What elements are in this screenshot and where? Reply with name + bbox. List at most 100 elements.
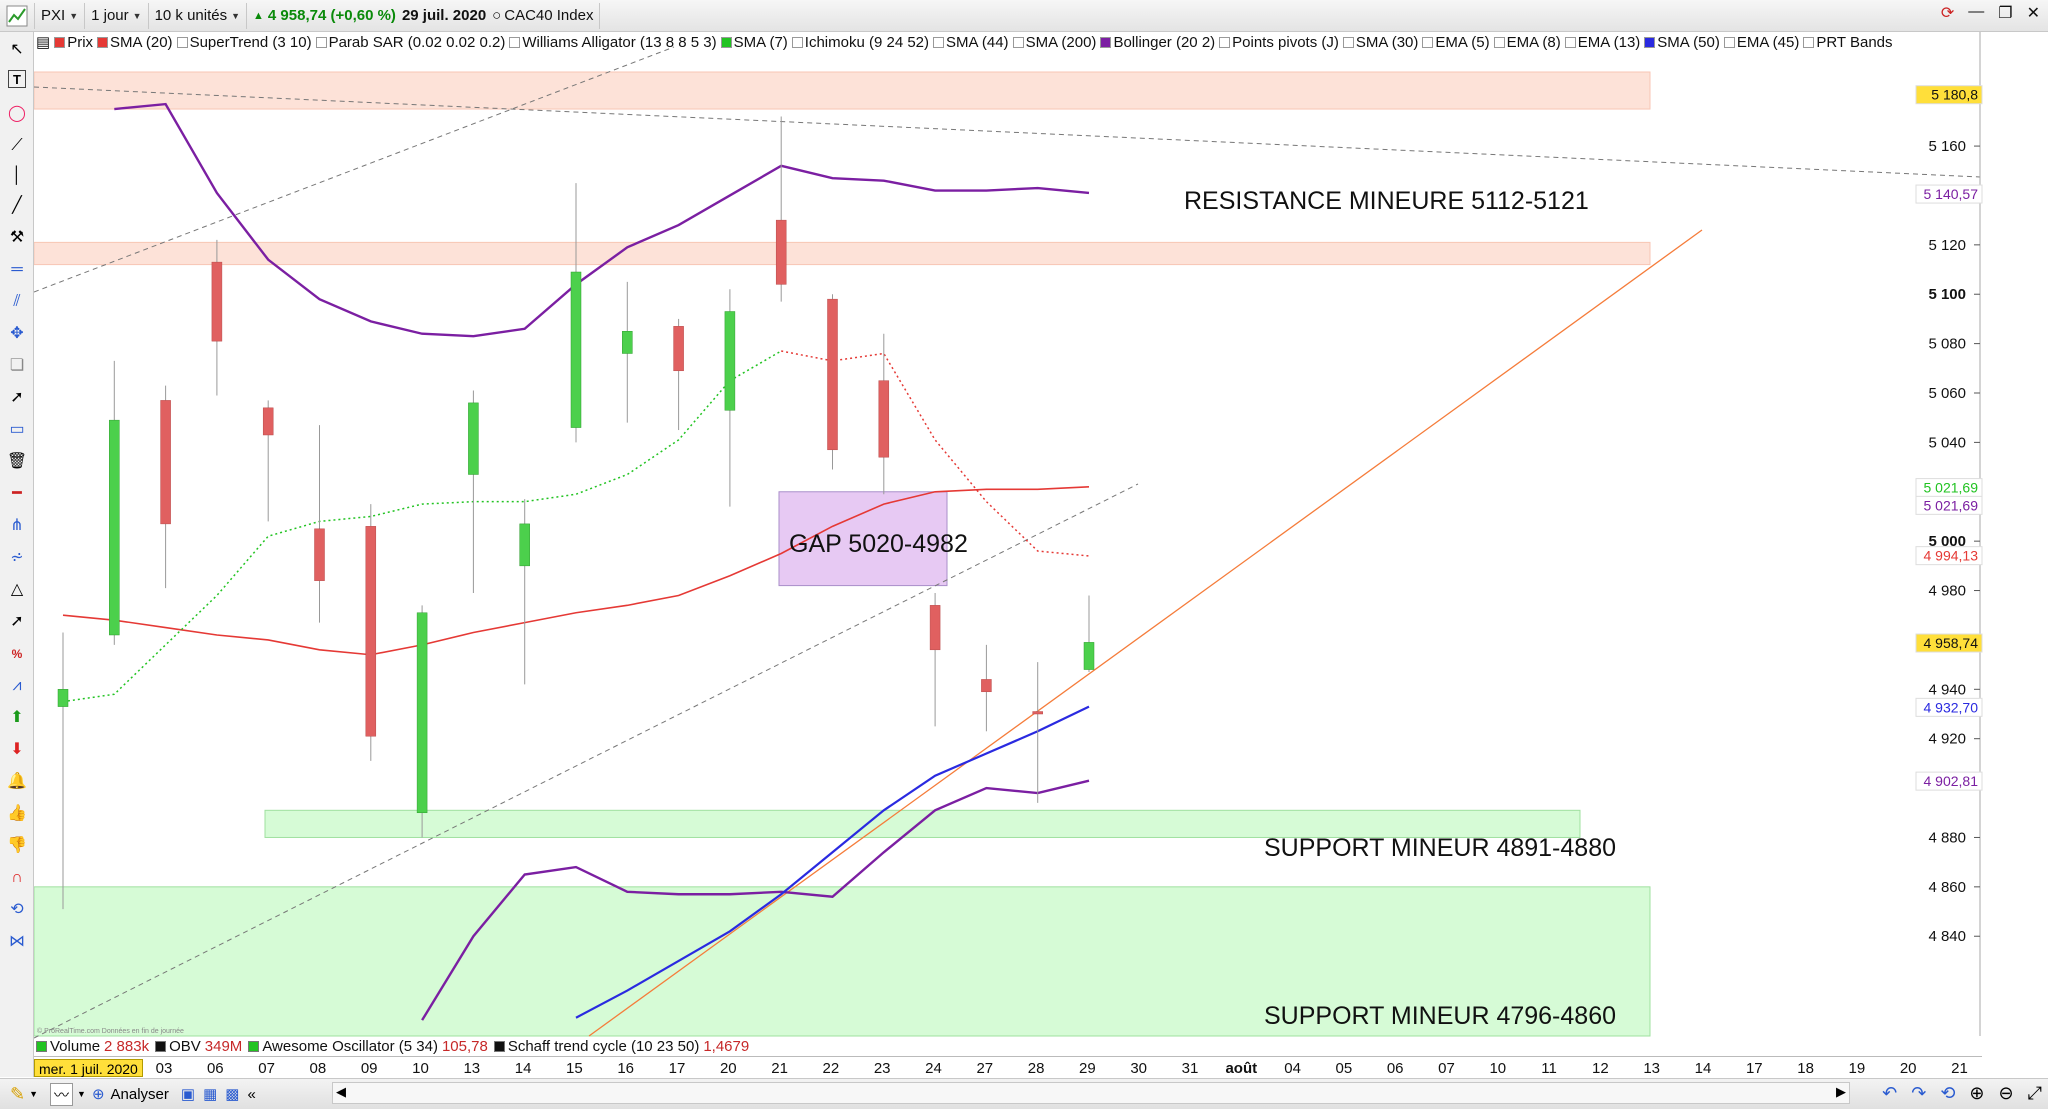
indicator-toggle[interactable]: EMA (8): [1493, 34, 1561, 51]
pointer-tool-icon[interactable]: ➚: [10, 613, 24, 630]
magnet-icon[interactable]: ∩: [11, 869, 23, 886]
indicator-toggle[interactable]: EMA (45): [1723, 34, 1799, 51]
indicator-toggle[interactable]: SuperTrend (3 10): [176, 34, 312, 51]
indicator-toggle[interactable]: SMA (200): [1012, 34, 1096, 51]
indicator-color-swatch[interactable]: [54, 36, 66, 48]
indicator-color-swatch[interactable]: [1422, 36, 1434, 48]
reset-zoom-icon[interactable]: ⟲: [1940, 1083, 1956, 1103]
triangle-tool-icon[interactable]: △: [10, 581, 24, 598]
indicator-toggle[interactable]: SMA (50): [1644, 34, 1720, 51]
trend-line-icon[interactable]: ╱: [12, 197, 22, 214]
lower-indicator[interactable]: Schaff trend cycle (10 23 50) 1,4679: [493, 1038, 749, 1055]
price-chart[interactable]: RESISTANCE MINEURE 5112-5121 GAP 5020-49…: [34, 32, 2014, 1056]
period-select[interactable]: 1 jour ▼: [85, 2, 149, 29]
indicator-color-swatch[interactable]: [97, 36, 109, 48]
indicator-icon[interactable]: ⊕: [91, 1086, 105, 1103]
fan-tool-icon[interactable]: ⩫: [10, 549, 24, 566]
chart-style-icon[interactable]: 〰: [50, 1082, 74, 1106]
indicator-toggle[interactable]: Parab SAR (0.02 0.02 0.2): [315, 34, 505, 51]
arrow-tool-icon[interactable]: ➚: [10, 389, 24, 406]
indicator-color-swatch[interactable]: [1564, 36, 1576, 48]
lower-indicator[interactable]: Volume 2 883k: [36, 1038, 149, 1055]
scroll-left-icon[interactable]: ◀: [336, 1084, 346, 1099]
pitchfork-icon[interactable]: ⋈: [9, 933, 25, 950]
symbol-select[interactable]: PXI ▼: [35, 2, 86, 29]
indicator-color-swatch[interactable]: [1723, 36, 1735, 48]
indicator-color-swatch[interactable]: [1493, 36, 1505, 48]
segment-tool-icon[interactable]: ⟋: [11, 137, 23, 154]
layout-icon[interactable]: ▩: [225, 1086, 240, 1103]
rectangle-tool-icon[interactable]: ▭: [9, 421, 25, 438]
cycle-tool-icon[interactable]: ⟲: [10, 901, 24, 918]
minimize-icon[interactable]: —: [1968, 3, 1985, 20]
thumbs-up-icon[interactable]: 👍: [7, 805, 27, 822]
thumbs-down-icon[interactable]: 👎: [7, 837, 27, 854]
horizontal-scrollbar[interactable]: ◀ ▶: [332, 1082, 1850, 1104]
indicator-color-swatch[interactable]: [791, 36, 803, 48]
zoom-in-icon[interactable]: ⊕: [1969, 1083, 1985, 1103]
horizontal-line-icon[interactable]: ═: [11, 261, 23, 278]
projection-tool-icon[interactable]: ⩘: [12, 677, 22, 694]
minus-icon[interactable]: ━: [12, 485, 22, 502]
analyze-button[interactable]: Analyser: [110, 1085, 169, 1103]
indicator-color-swatch[interactable]: [1219, 36, 1231, 48]
indicator-toggle[interactable]: Bollinger (20 2): [1100, 34, 1215, 51]
collapse-icon[interactable]: «: [247, 1085, 256, 1103]
indicator-color-swatch[interactable]: [1644, 36, 1656, 48]
sell-arrow-icon[interactable]: ⬇: [10, 741, 24, 758]
percent-tool-icon[interactable]: %: [11, 647, 23, 661]
units-select[interactable]: 10 k unités ▼: [149, 2, 248, 29]
vertical-line-icon[interactable]: │: [12, 167, 22, 184]
channel-tool-icon[interactable]: ⫽: [13, 293, 21, 310]
tools-icon[interactable]: ⚒: [9, 229, 25, 246]
indicator-color-swatch[interactable]: [509, 36, 521, 48]
indicator-toggle[interactable]: SMA (7): [720, 34, 788, 51]
refresh-icon[interactable]: ⟳: [1940, 5, 1955, 22]
indicator-color-swatch[interactable]: [493, 1040, 505, 1052]
indicator-color-swatch[interactable]: [1342, 36, 1354, 48]
indicator-color-swatch[interactable]: [1803, 36, 1815, 48]
expand-icon[interactable]: ⤢: [2027, 1083, 2042, 1103]
buy-arrow-icon[interactable]: ⬆: [10, 709, 24, 726]
ellipse-tool-icon[interactable]: ◯: [8, 105, 26, 122]
indicator-color-swatch[interactable]: [1100, 36, 1112, 48]
indicator-toggle[interactable]: Prix: [54, 34, 93, 51]
indicator-toggle[interactable]: Points pivots (J): [1219, 34, 1339, 51]
multi-window-icon[interactable]: ▦: [203, 1086, 218, 1103]
lower-indicator[interactable]: OBV 349M: [155, 1038, 242, 1055]
trash-icon[interactable]: 🗑: [6, 453, 28, 470]
indicator-toggle[interactable]: SMA (44): [933, 34, 1009, 51]
chevron-down-icon[interactable]: ▼: [77, 1089, 86, 1099]
chevron-down-icon[interactable]: ▼: [29, 1089, 39, 1099]
fibonacci-icon[interactable]: ⋔: [10, 517, 24, 534]
indicator-color-swatch[interactable]: [155, 1040, 167, 1052]
indicator-toggle[interactable]: Ichimoku (9 24 52): [791, 34, 929, 51]
restore-icon[interactable]: ❐: [1998, 5, 2013, 22]
indicator-color-swatch[interactable]: [933, 36, 945, 48]
indicator-toggle[interactable]: SMA (20): [97, 34, 173, 51]
indicator-toggle[interactable]: EMA (5): [1422, 34, 1490, 51]
close-icon[interactable]: ✕: [2026, 5, 2040, 22]
alert-bell-icon[interactable]: 🔔: [7, 773, 27, 790]
indicator-toggle[interactable]: Williams Alligator (13 8 8 5 3): [509, 34, 717, 51]
move-icon[interactable]: ✥: [10, 325, 24, 342]
indicator-color-swatch[interactable]: [248, 1040, 260, 1052]
indicator-toggle[interactable]: EMA (13): [1564, 34, 1640, 51]
chart-type-icon[interactable]: ▤: [36, 34, 51, 51]
zoom-out-icon[interactable]: ⊖: [1998, 1083, 2014, 1103]
scroll-right-icon[interactable]: ▶: [1836, 1084, 1846, 1099]
redo-icon[interactable]: ↷: [1911, 1083, 1927, 1103]
indicator-color-swatch[interactable]: [1012, 36, 1024, 48]
copy-icon[interactable]: ❏: [9, 357, 25, 374]
indicator-color-swatch[interactable]: [720, 36, 732, 48]
indicator-toggle[interactable]: SMA (30): [1342, 34, 1418, 51]
indicator-color-swatch[interactable]: [315, 36, 327, 48]
pencil-icon[interactable]: ✎: [10, 1083, 26, 1104]
text-tool-icon[interactable]: T: [8, 70, 26, 88]
indicator-color-swatch[interactable]: [36, 1040, 47, 1052]
cursor-icon[interactable]: ↖: [10, 41, 24, 58]
lower-indicator[interactable]: Awesome Oscillator (5 34) 105,78: [248, 1038, 488, 1055]
indicator-color-swatch[interactable]: [176, 36, 188, 48]
undo-icon[interactable]: ↶: [1882, 1083, 1898, 1103]
indicator-toggle[interactable]: PRT Bands: [1803, 34, 1893, 51]
